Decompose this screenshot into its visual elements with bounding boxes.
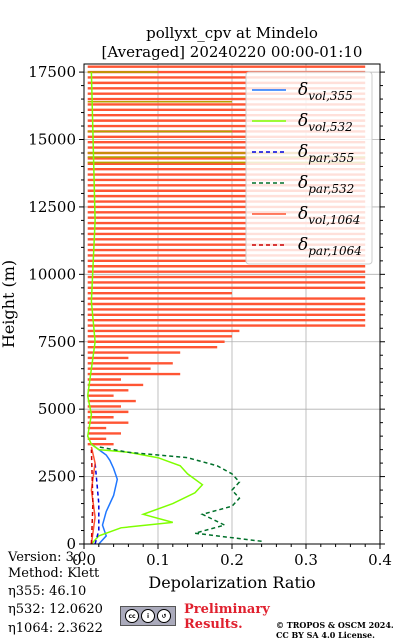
- series-line-vol-532: [86, 72, 204, 545]
- y-tick-label: 12500: [28, 198, 76, 216]
- x-tick-label: 0.1: [146, 551, 170, 569]
- sa-icon: ↺: [157, 609, 171, 623]
- y-tick-label: 5000: [38, 400, 76, 418]
- series-line-vol-355: [90, 443, 119, 545]
- legend-label: δvol,1064: [298, 204, 360, 227]
- chart-title: pollyxt_cpv at Mindelo: [146, 24, 318, 42]
- y-tick-label: 10000: [28, 265, 76, 283]
- preliminary-line-2: Results.: [184, 617, 243, 632]
- legend-label: δpar,532: [298, 173, 354, 196]
- x-tick-label: 0.2: [220, 551, 244, 569]
- version-text: Version: 3.0: [8, 550, 87, 565]
- y-axis-label: Height (m): [0, 260, 18, 348]
- y-tick-label: 0: [66, 535, 76, 553]
- cc-license-badge[interactable]: cc i ↺: [120, 606, 176, 626]
- method-text: Method: Klett: [8, 566, 100, 581]
- chart-subtitle: [Averaged] 20240220 00:00-01:10: [102, 43, 363, 61]
- legend-label: δvol,532: [298, 111, 353, 134]
- cc-icon: cc: [125, 609, 139, 623]
- preliminary-line-1: Preliminary: [184, 602, 270, 617]
- x-axis-label: Depolarization Ratio: [148, 573, 315, 592]
- credit-line-1: © TROPOS & OSCM 2024.: [276, 620, 394, 630]
- copyright-credit: © TROPOS & OSCM 2024. CC BY SA 4.0 Licen…: [276, 620, 394, 640]
- credit-line-2: CC BY SA 4.0 License.: [276, 630, 375, 640]
- y-tick-label: 2500: [38, 468, 76, 486]
- preliminary-notice: Preliminary Results.: [184, 602, 270, 632]
- eta1064-text: η1064: 2.3622: [8, 621, 103, 636]
- legend-label: δvol,355: [298, 80, 353, 103]
- legend: δvol,355 δvol,532 δpar,355 δpar,532 δvol,106…: [245, 71, 373, 265]
- x-tick-label: 0.0: [72, 551, 96, 569]
- eta532-text: η532: 12.0620: [8, 602, 103, 617]
- by-icon: i: [141, 609, 155, 623]
- legend-label: δpar,355: [298, 142, 354, 165]
- series-line-par-355: [94, 463, 100, 545]
- legend-label: δpar,1064: [298, 235, 362, 258]
- axis-ticks: 0.0 0.1 0.2 0.3 0.4 0 2500 5000 7500 10000 12500 15…: [28, 63, 392, 569]
- y-tick-label: 7500: [38, 333, 76, 351]
- y-tick-label: 17500: [28, 63, 76, 81]
- legend-box: [245, 71, 373, 265]
- series-line-par-532: [98, 446, 262, 543]
- eta355-text: η355: 46.10: [8, 584, 87, 599]
- series-line-vol-1064: [90, 446, 96, 545]
- x-tick-label: 0.4: [368, 551, 392, 569]
- y-tick-label: 15000: [28, 131, 76, 149]
- x-tick-label: 0.3: [294, 551, 318, 569]
